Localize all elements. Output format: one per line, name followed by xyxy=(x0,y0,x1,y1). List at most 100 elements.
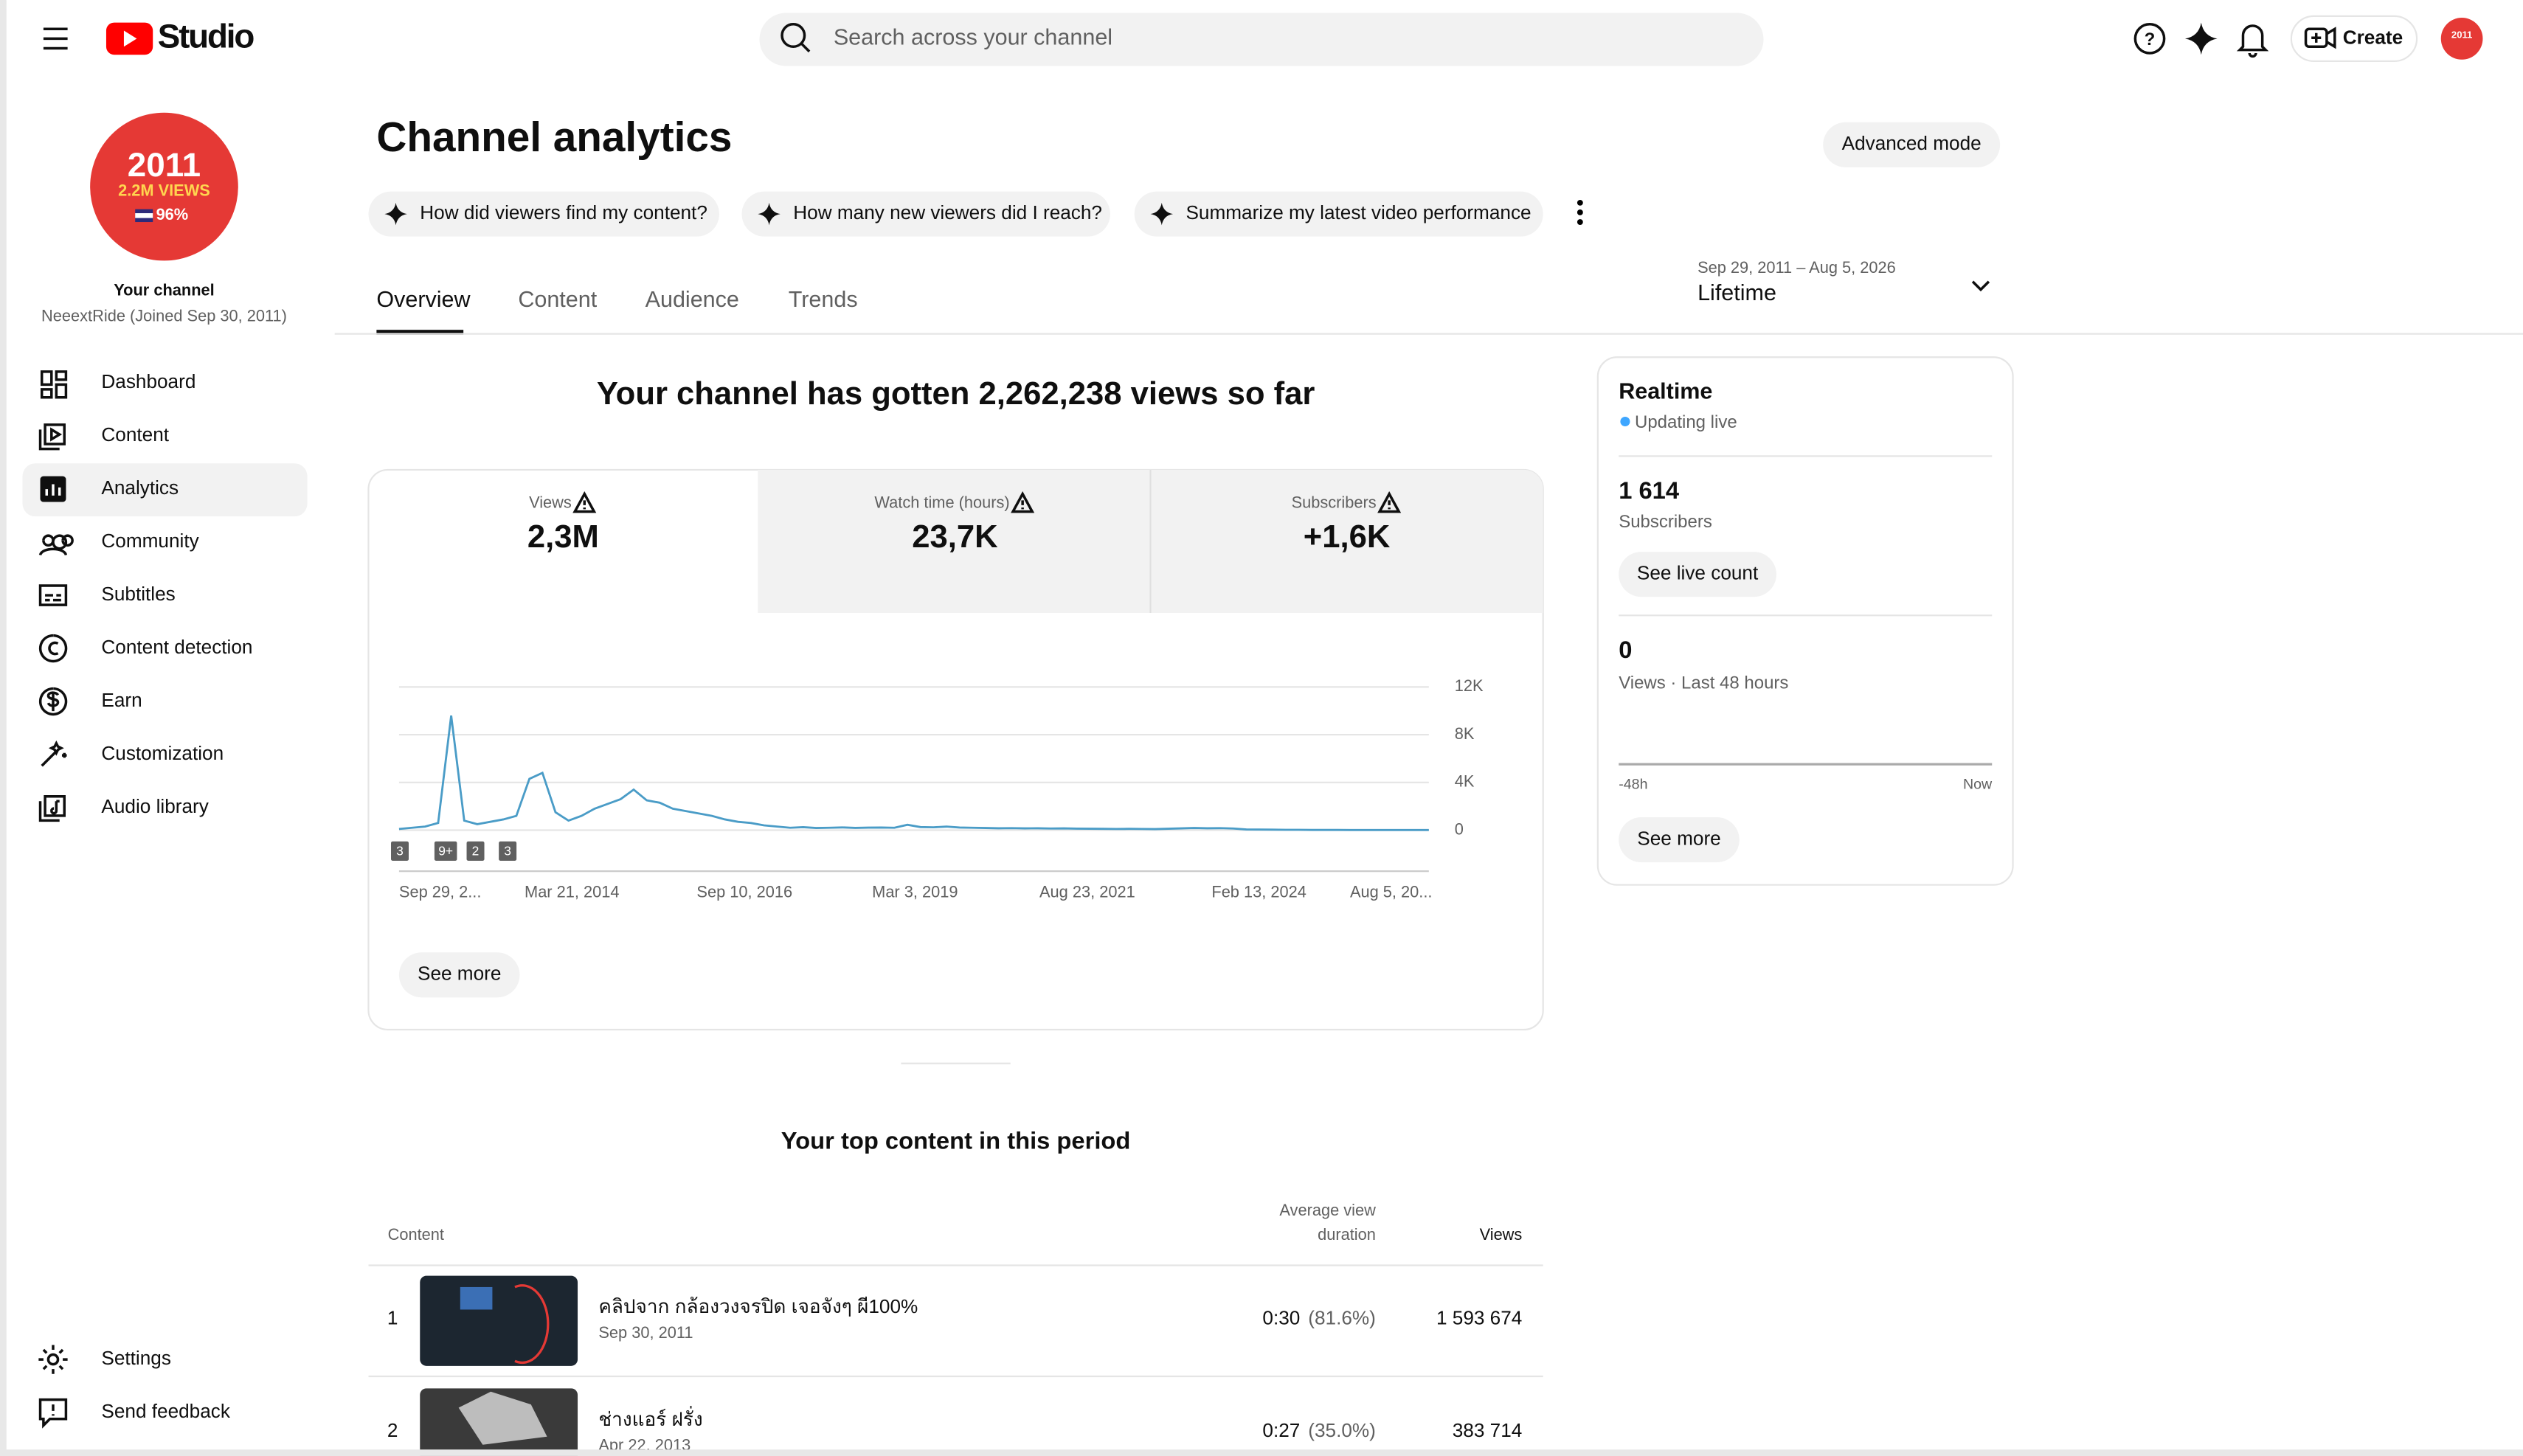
x-tick-label: Sep 29, 2... xyxy=(399,882,482,901)
channel-name: NeeextRide (Joined Sep 30, 2011) xyxy=(41,306,287,325)
nav: Dashboard Content Analytics Community Subtit… xyxy=(38,370,253,1429)
nav-icon xyxy=(40,370,68,399)
nav-item[interactable]: Settings xyxy=(38,1345,171,1374)
video-date: Sep 30, 2011 xyxy=(598,1323,693,1342)
thumbnail-detail xyxy=(514,1284,550,1365)
create-button[interactable]: Create xyxy=(2290,15,2418,63)
col-content: Content xyxy=(388,1225,444,1244)
nav-label: Customization xyxy=(101,742,224,764)
badge-bg xyxy=(434,841,457,861)
page-title: Channel analytics xyxy=(376,114,732,161)
nav-label: Subtitles xyxy=(101,583,175,605)
content-row[interactable]: 1 คลิปจาก กล้องวงจรปิด เจอจังๆ ผี100% Sep … xyxy=(368,1275,1543,1378)
ai-button[interactable] xyxy=(2184,22,2218,55)
tab[interactable]: Trends xyxy=(789,287,858,312)
y-tick-label: 4K xyxy=(1455,772,1475,791)
nav-label: Content detection xyxy=(101,636,252,658)
menu-button[interactable] xyxy=(43,27,68,50)
nav-icon xyxy=(38,423,66,451)
chip-bg xyxy=(1134,191,1543,237)
nav-icon xyxy=(38,687,68,716)
badge-label: 3 xyxy=(504,844,511,859)
period: Lifetime xyxy=(1697,280,1776,305)
video-title: คลิปจาก กล้องวงจรปิด เจอจังๆ ผี100% xyxy=(598,1295,918,1317)
nav-icon xyxy=(45,484,61,496)
search-bar[interactable]: Search across your channel xyxy=(759,13,1764,66)
prompt-chip[interactable]: Summarize my latest video performance xyxy=(1134,191,1543,237)
video-badge[interactable]: 3 xyxy=(391,841,409,861)
video-badge[interactable]: 9+ xyxy=(434,841,457,861)
help-button[interactable]: ? xyxy=(2133,23,2166,55)
see-live-count-label: See live count xyxy=(1637,562,1759,584)
chip-icon xyxy=(384,202,407,226)
metric-label: Views xyxy=(529,493,572,511)
nav-item[interactable]: Dashboard xyxy=(40,370,196,399)
tab-indicator xyxy=(376,330,464,335)
svg-text:?: ? xyxy=(2145,30,2156,49)
video-badge[interactable]: 2 xyxy=(466,841,485,861)
metric-tab[interactable]: Views 2,3M xyxy=(527,491,599,555)
x-tick-label: Mar 21, 2014 xyxy=(525,882,619,901)
more-button[interactable] xyxy=(1577,199,1583,225)
notifications-button[interactable] xyxy=(2236,24,2269,58)
metric-value: 23,7K xyxy=(912,519,998,555)
nav-item[interactable]: Audio library xyxy=(38,794,210,822)
views: 1 593 674 xyxy=(1436,1306,1522,1328)
headline: Your channel has gotten 2,262,238 views … xyxy=(597,376,1315,412)
video-badge[interactable]: 3 xyxy=(499,841,517,861)
nav-label: Send feedback xyxy=(101,1400,230,1422)
nav-icon xyxy=(38,584,68,606)
subscriber-label: Subscribers xyxy=(1619,512,1712,532)
views: 383 714 xyxy=(1453,1419,1523,1441)
prompts: How did viewers find my content? How many… xyxy=(368,191,1543,237)
chip-label: Summarize my latest video performance xyxy=(1186,201,1531,223)
warning-icon xyxy=(572,491,597,513)
col-avg: duration xyxy=(1318,1225,1376,1244)
channel-avatar[interactable]: 2011 2.2M VIEWS 96% xyxy=(90,112,238,261)
tab[interactable]: Overview xyxy=(376,287,471,312)
warning-icon xyxy=(1377,491,1402,513)
metric-tab[interactable]: Subscribers +1,6K xyxy=(1292,491,1402,555)
warning-icon xyxy=(1011,491,1035,513)
date-picker[interactable]: Sep 29, 2011 – Aug 5, 2026 Lifetime xyxy=(1697,258,1990,305)
metric-label: Watch time (hours) xyxy=(874,493,1009,511)
nav-item[interactable]: Community xyxy=(38,530,200,556)
realtime-axis-start: -48h xyxy=(1619,777,1647,793)
badge-bg xyxy=(466,841,485,861)
nav-item[interactable]: Subtitles xyxy=(38,583,176,606)
see-live-count-button[interactable]: See live count xyxy=(1619,552,1776,597)
realtime-see-more-button[interactable]: See more xyxy=(1619,817,1740,863)
svg-text:2011: 2011 xyxy=(2451,29,2472,40)
nav-label: Dashboard xyxy=(101,370,195,392)
realtime-views: 0 xyxy=(1619,636,1632,663)
x-tick-label: Aug 5, 20... xyxy=(1350,882,1433,901)
nav-item[interactable]: Analytics xyxy=(40,476,179,502)
nav-item[interactable]: Content detection xyxy=(38,634,253,663)
nav-item[interactable]: Content xyxy=(38,423,170,451)
tab[interactable]: Content xyxy=(518,287,597,312)
nav-icon xyxy=(38,794,66,822)
tab[interactable]: Audience xyxy=(646,287,739,312)
thumbnail-detail xyxy=(460,1286,493,1310)
advanced-mode-button[interactable]: Advanced mode xyxy=(1823,122,2001,167)
see-more-button[interactable]: See more xyxy=(398,952,520,998)
avg-duration: 0:30 xyxy=(1262,1306,1300,1328)
live-dot xyxy=(1620,416,1630,427)
prompt-chip[interactable]: How did viewers find my content? xyxy=(368,191,719,237)
chip-label: How did viewers find my content? xyxy=(420,201,707,223)
logo[interactable]: Studio xyxy=(105,17,255,55)
line-series xyxy=(398,715,1429,831)
realtime-axis-end: Now xyxy=(1963,777,1993,793)
account-avatar[interactable]: 2011 xyxy=(2440,18,2483,60)
realtime-card xyxy=(1596,356,2014,886)
active-nav-bg xyxy=(22,463,308,517)
nav-item[interactable]: Earn xyxy=(38,687,142,716)
metric-tab[interactable]: Watch time (hours) 23,7K xyxy=(874,491,1035,555)
col-views: Views xyxy=(1480,1225,1523,1244)
nav-item[interactable]: Send feedback xyxy=(38,1398,231,1429)
prompt-chip[interactable]: How many new viewers did I reach? xyxy=(741,191,1110,237)
nav-item[interactable]: Customization xyxy=(41,740,224,767)
